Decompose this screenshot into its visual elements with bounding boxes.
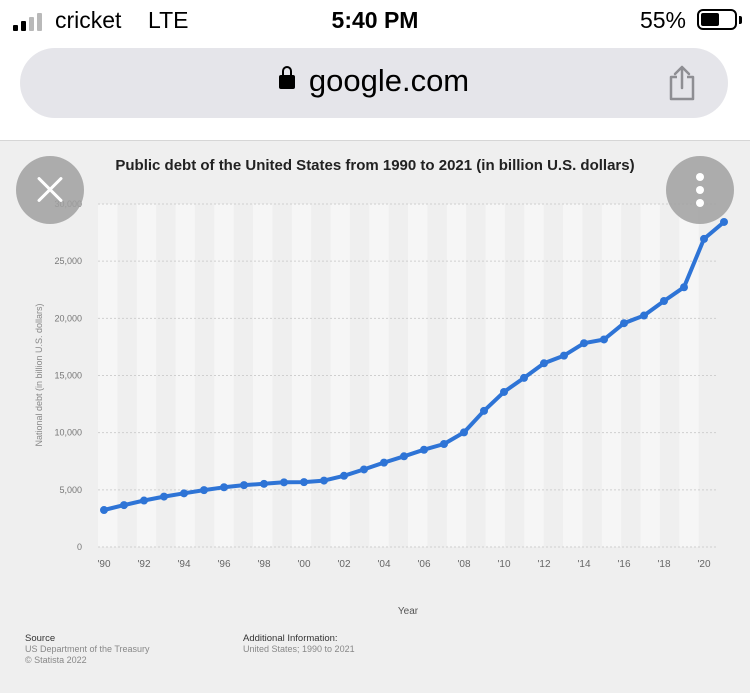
share-icon[interactable] — [666, 64, 698, 102]
plot-band — [563, 204, 583, 547]
data-point — [100, 506, 108, 515]
data-point — [340, 471, 348, 480]
y-tick-label: 25,000 — [54, 256, 82, 266]
network-type: LTE — [148, 7, 189, 33]
more-vertical-icon — [696, 173, 704, 181]
data-point — [200, 486, 208, 495]
data-point — [560, 351, 568, 360]
additional-info-block: Additional Information: United States; 1… — [243, 633, 355, 655]
y-tick-label: 15,000 — [54, 371, 82, 381]
address-bar[interactable]: google.com — [20, 48, 728, 118]
more-dot — [696, 199, 704, 207]
data-point — [240, 481, 248, 490]
data-point — [380, 458, 388, 467]
data-point — [700, 234, 708, 243]
data-point — [400, 452, 408, 461]
y-tick-label: 0 — [77, 542, 82, 552]
source-block: Source US Department of the Treasury © S… — [25, 633, 150, 666]
x-tick-label: '18 — [657, 559, 670, 570]
x-tick-label: '16 — [617, 559, 630, 570]
x-tick-label: '02 — [337, 559, 350, 570]
x-tick-label: '04 — [377, 559, 390, 570]
data-point — [460, 428, 468, 437]
y-tick-label: 20,000 — [54, 313, 82, 323]
data-point — [660, 297, 668, 306]
data-point — [680, 283, 688, 292]
x-tick-label: '14 — [577, 559, 590, 570]
battery-percent: 55% — [639, 7, 686, 33]
x-tick-label: '98 — [257, 559, 270, 570]
y-tick-label: 5,000 — [59, 485, 82, 495]
plot-band — [330, 204, 350, 547]
y-axis-label: National debt (in billion U.S. dollars) — [34, 303, 44, 446]
data-point — [320, 476, 328, 485]
data-point — [540, 359, 548, 368]
x-tick-label: '96 — [217, 559, 230, 570]
data-point — [440, 440, 448, 449]
x-tick-label: '94 — [177, 559, 190, 570]
chart-title: Public debt of the United States from 19… — [115, 157, 635, 174]
data-point — [180, 489, 188, 498]
data-point — [260, 479, 268, 488]
clock: 5:40 PM — [331, 7, 419, 33]
data-point — [300, 478, 308, 487]
data-point — [420, 445, 428, 454]
battery-icon — [697, 9, 737, 30]
source-line: US Department of the Treasury — [25, 644, 150, 654]
data-point — [160, 492, 168, 501]
plot-band — [524, 204, 544, 547]
x-tick-label: '90 — [97, 559, 110, 570]
plot-band — [408, 204, 428, 547]
data-point — [360, 465, 368, 474]
signal-strength-icon — [13, 11, 49, 31]
x-tick-label: '12 — [537, 559, 550, 570]
plot-band — [446, 204, 467, 547]
additional-info-line: United States; 1990 to 2021 — [243, 644, 355, 654]
data-point — [140, 496, 148, 505]
x-tick-label: '08 — [457, 559, 470, 570]
status-bar: cricket LTE 5:40 PM 55% — [0, 0, 750, 42]
data-point — [720, 217, 728, 226]
x-tick-label: '06 — [417, 559, 430, 570]
more-options-button[interactable] — [666, 156, 734, 224]
data-point — [580, 339, 588, 348]
data-point — [220, 483, 228, 492]
x-tick-label: '10 — [497, 559, 510, 570]
data-point — [500, 387, 508, 396]
data-point — [520, 373, 528, 382]
data-point — [620, 319, 628, 328]
close-button[interactable] — [16, 156, 84, 224]
x-tick-label: '20 — [697, 559, 710, 570]
data-point — [640, 311, 648, 320]
plot-band — [175, 204, 195, 547]
data-point — [280, 478, 288, 487]
x-tick-label: '92 — [137, 559, 150, 570]
x-tick-label: '00 — [297, 559, 310, 570]
source-heading: Source — [25, 633, 56, 644]
data-point — [480, 406, 488, 415]
more-dot — [696, 186, 704, 194]
carrier-name: cricket — [55, 7, 122, 33]
plot-band — [291, 204, 312, 547]
url-text: google.com — [308, 63, 470, 98]
y-tick-label: 10,000 — [54, 428, 82, 438]
lock-icon — [278, 66, 295, 89]
additional-info-heading: Additional Information: — [243, 633, 338, 644]
data-point — [600, 335, 608, 344]
x-axis-label: Year — [398, 606, 419, 617]
browser-chrome: cricket LTE 5:40 PM 55% google.com — [0, 0, 750, 141]
copyright-line: © Statista 2022 — [25, 655, 87, 665]
data-point — [120, 501, 128, 510]
url-display[interactable]: google.com — [20, 63, 728, 99]
battery-cap — [739, 16, 742, 24]
